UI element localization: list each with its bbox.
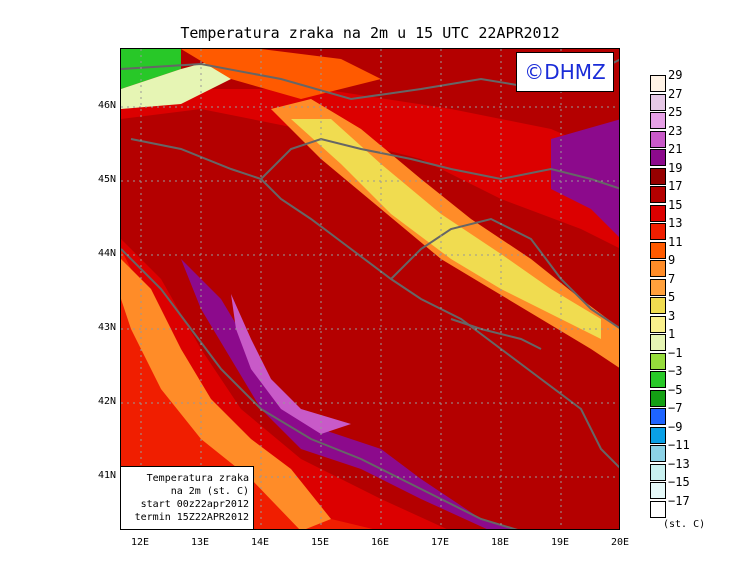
field-zone-orange-sw <box>121 249 373 529</box>
legend-swatch <box>650 186 666 203</box>
legend-label: 1 <box>668 327 676 341</box>
legend-label: −15 <box>668 475 690 489</box>
legend-swatch <box>650 241 666 259</box>
legend-swatch <box>650 223 666 240</box>
legend-label: −3 <box>668 364 683 378</box>
legend-label: 15 <box>668 197 683 212</box>
legend-swatch <box>650 389 666 407</box>
legend-swatch <box>650 482 666 499</box>
legend-label: 25 <box>668 105 683 119</box>
lon-label: 17E <box>430 537 450 548</box>
legend-swatch <box>650 278 666 296</box>
legend-swatch <box>650 93 666 111</box>
info-box: Temperatura zraka na 2m (st. C) start 00… <box>120 466 254 530</box>
legend-swatch <box>650 334 666 351</box>
legend-label: 19 <box>668 160 683 175</box>
legend-label: −7 <box>668 401 683 415</box>
border-croatia-north <box>260 137 619 190</box>
lon-label: 13E <box>190 537 210 548</box>
legend-swatch <box>650 204 666 222</box>
legend-swatch <box>650 260 666 277</box>
legend-swatch <box>650 408 666 425</box>
dhmz-logo: ©DHMZ <box>516 52 614 92</box>
legend-swatch <box>650 112 666 129</box>
legend-swatch <box>650 167 666 185</box>
lat-label: 44N <box>97 248 116 259</box>
legend-label: 21 <box>668 142 683 156</box>
lon-label: 18E <box>490 537 510 548</box>
lat-label: 41N <box>97 470 116 481</box>
legend-label: 29 <box>668 68 683 82</box>
legend-label: 17 <box>668 179 683 193</box>
lon-label: 12E <box>130 537 150 548</box>
legend-label: 7 <box>668 271 676 286</box>
field-zone-italy-warm <box>121 259 331 529</box>
graticule <box>121 49 619 529</box>
lon-label: 16E <box>370 537 390 548</box>
lon-label: 15E <box>310 537 330 548</box>
legend-label: 3 <box>668 308 676 323</box>
legend-swatch <box>650 426 666 444</box>
lat-label: 45N <box>97 174 116 185</box>
info-line: termin 15Z22APR2012 <box>134 512 249 523</box>
legend-label: −13 <box>668 456 690 471</box>
legend-swatch <box>650 500 666 518</box>
legend-label: 27 <box>668 86 683 101</box>
legend-swatch <box>650 371 666 388</box>
legend-swatch <box>650 297 666 314</box>
border-bosnia <box>390 217 619 329</box>
legend-swatch <box>650 315 666 333</box>
field-zone-alps-cool <box>121 61 231 109</box>
legend-swatch <box>650 149 666 166</box>
field-zone-alps-cold <box>121 49 181 89</box>
field-zone-red-north <box>121 89 619 248</box>
island-line <box>450 318 542 350</box>
legend-label: 5 <box>668 290 676 304</box>
lon-label: 20E <box>610 537 630 548</box>
lat-label: 46N <box>97 100 116 111</box>
legend-label: −1 <box>668 345 683 360</box>
map-title: Temperatura zraka na 2m u 15 UTC 22APR20… <box>180 24 560 42</box>
field-zone-dinaric-yellow <box>291 119 601 339</box>
lon-label: 19E <box>550 537 570 548</box>
info-line: start 00z22apr2012 <box>140 499 249 510</box>
legend-swatch <box>650 75 666 92</box>
lat-label: 42N <box>97 396 116 407</box>
temperature-map <box>120 48 620 530</box>
lon-label: 14E <box>250 537 270 548</box>
legend-swatch <box>650 463 666 481</box>
info-line: Temperatura zraka <box>146 473 249 484</box>
legend-swatch <box>650 130 666 148</box>
field-zone-north-orange <box>181 49 381 99</box>
info-line: na 2m (st. C) <box>170 486 249 497</box>
coastline-italy <box>121 248 518 529</box>
legend-label: 13 <box>668 216 683 230</box>
lat-label: 43N <box>97 322 116 333</box>
legend-label: −17 <box>668 493 690 508</box>
legend-label: −11 <box>668 438 690 452</box>
legend-swatch <box>650 352 666 370</box>
legend-label: −9 <box>668 419 683 434</box>
legend-label: 9 <box>668 253 676 267</box>
temperature-field <box>121 49 619 529</box>
legend-swatch <box>650 445 666 462</box>
legend-label: −5 <box>668 382 683 397</box>
field-zone-adriatic-lilac <box>231 294 351 434</box>
legend-unit: (st. C) <box>663 519 706 530</box>
legend-label: 23 <box>668 123 683 138</box>
legend-label: 11 <box>668 234 683 249</box>
